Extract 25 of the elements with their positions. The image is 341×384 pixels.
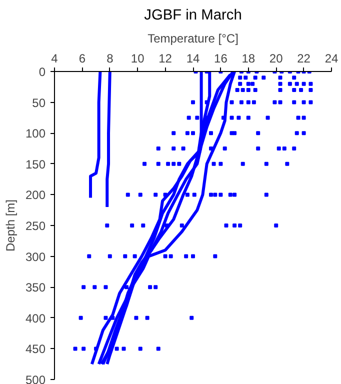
y-tick-label: 250 xyxy=(25,219,46,233)
y-tick-label: 350 xyxy=(25,280,46,295)
y-tick-label: 150 xyxy=(25,157,46,172)
y-axis-title: Depth [m] xyxy=(3,199,18,252)
x-tick-label: 6 xyxy=(78,52,86,66)
y-tick-label: 100 xyxy=(25,126,46,141)
y-tick-label: 500 xyxy=(25,373,46,384)
y-tick-label: 200 xyxy=(25,188,46,202)
x-axis-title: Temperature [°C] xyxy=(148,32,238,46)
y-tick-label: 450 xyxy=(25,342,46,356)
x-tick-label: 14 xyxy=(186,52,200,66)
y-tick-label: 0 xyxy=(38,65,46,79)
chart-title: JGBF in March xyxy=(144,8,242,24)
x-tick-label: 20 xyxy=(269,52,284,66)
x-tick-label: 8 xyxy=(106,52,114,66)
x-tick-label: 18 xyxy=(242,52,256,66)
x-tick-label: 12 xyxy=(158,52,172,66)
x-tick-label: 22 xyxy=(297,52,311,66)
x-tick-label: 4 xyxy=(51,52,58,66)
x-tick-label: 16 xyxy=(214,52,228,66)
y-tick-label: 400 xyxy=(25,311,46,326)
x-tick-label: 10 xyxy=(130,52,145,66)
y-tick-label: 50 xyxy=(32,96,46,110)
x-tick-label: 24 xyxy=(324,52,338,66)
y-tick-label: 300 xyxy=(25,250,46,264)
